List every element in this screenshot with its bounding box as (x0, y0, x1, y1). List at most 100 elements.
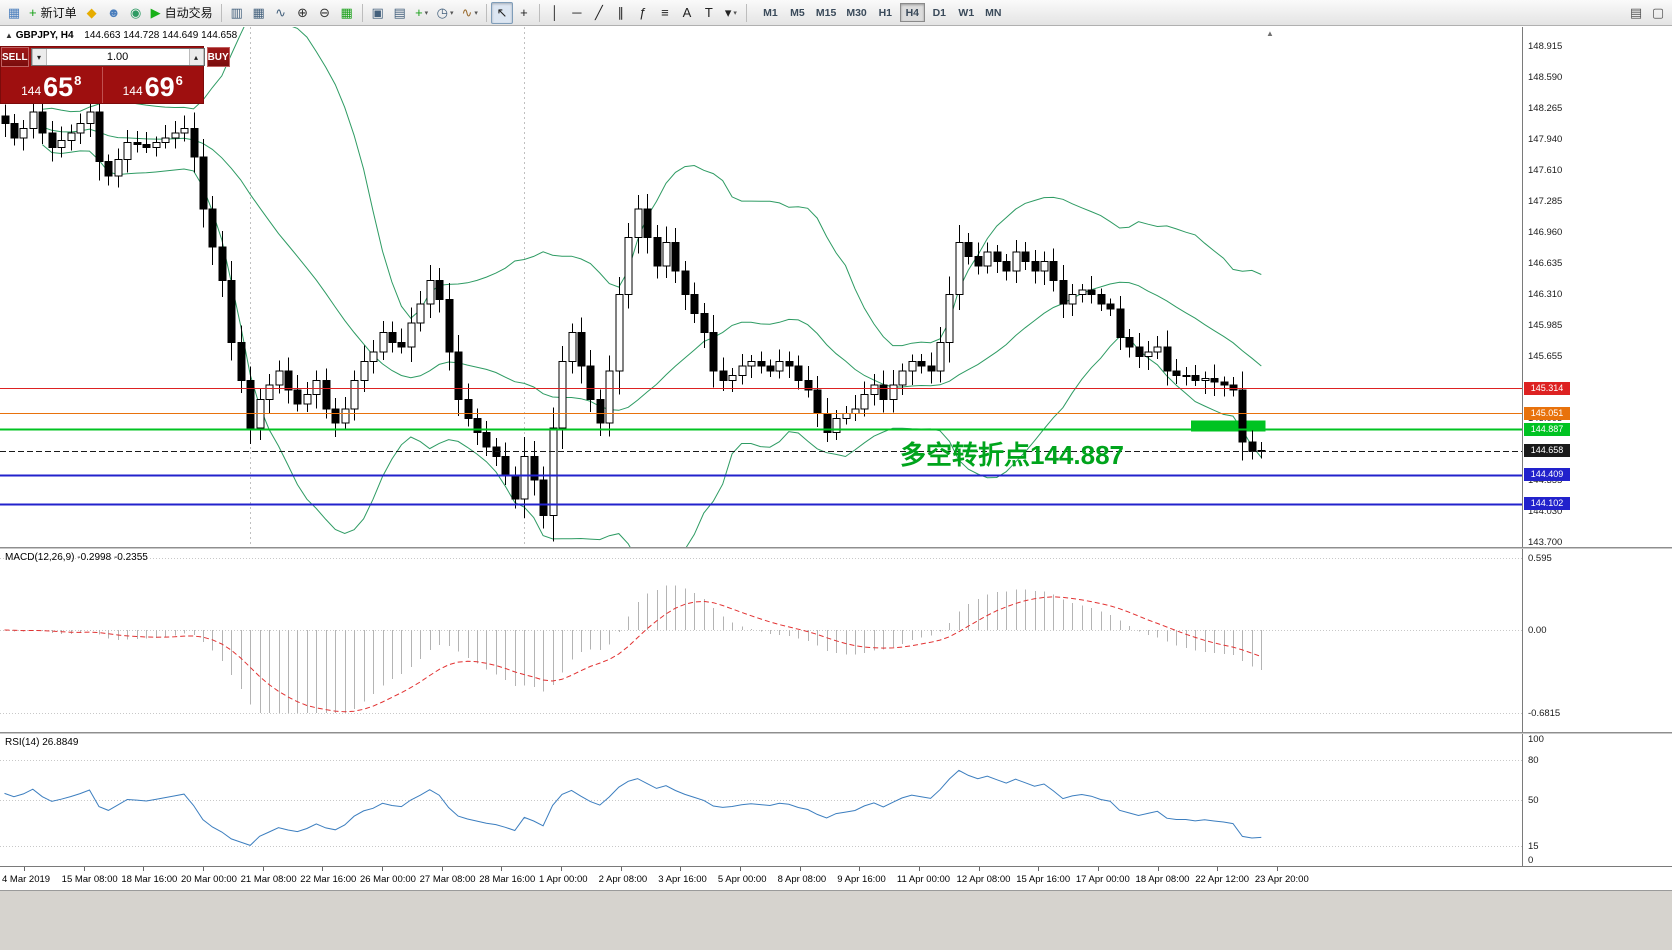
chart-title: ▲ GBPJPY, H4 144.663 144.728 144.649 144… (5, 30, 237, 41)
zoom-out-button[interactable]: ⊖ (314, 2, 336, 24)
zoom-in-icon: ⊕ (297, 5, 309, 20)
time-axis-tick (1038, 867, 1040, 871)
price-chart-canvas[interactable] (0, 27, 1523, 547)
buy-button[interactable]: BUY (206, 47, 230, 67)
label-button[interactable]: T (698, 2, 720, 24)
auto-scroll-button[interactable]: ▣ (367, 2, 389, 24)
auto-trading-button[interactable]: ▶ 自动交易 (147, 2, 217, 24)
volume-decrease-button[interactable]: ▾ (31, 49, 47, 65)
bid-price[interactable]: 144 65 8 (1, 67, 102, 103)
price-axis-label: 148.915 (1528, 41, 1563, 53)
time-axis-tick (799, 867, 801, 871)
vertical-line-button[interactable]: │ (544, 2, 566, 24)
rsi-surface[interactable]: RSI(14) 26.8849 (0, 734, 1523, 866)
channel-button[interactable]: ∥ (610, 2, 632, 24)
time-axis-label: 17 Apr 00:00 (1075, 874, 1130, 885)
trendline-icon: ╱ (594, 5, 603, 20)
price-axis-label: 145.985 (1528, 319, 1563, 331)
volume-control: ▾ ▴ (30, 48, 205, 66)
trendline-button[interactable]: ╱ (588, 2, 610, 24)
timeframe-h4[interactable]: H4 (899, 3, 925, 22)
macd-canvas[interactable] (0, 549, 1523, 732)
macd-surface[interactable]: MACD(12,26,9) -0.2998 -0.2355 (0, 549, 1523, 732)
time-axis-label: 15 Apr 16:00 (1016, 874, 1071, 885)
tile-windows-icon: ▦ (340, 5, 353, 20)
time-axis-tick (381, 867, 383, 871)
templates-button[interactable]: ∿ ▾ (457, 2, 481, 24)
timeframe-m15[interactable]: M15 (815, 6, 837, 19)
rsi-canvas[interactable] (0, 734, 1523, 866)
price-level-tag: 144.887 (1524, 422, 1570, 436)
time-axis-tick (1157, 867, 1159, 871)
candlestick-button[interactable]: ▦ (248, 2, 270, 24)
time-axis-label: 12 Apr 08:00 (956, 874, 1011, 885)
print-button[interactable]: ▤ (1625, 2, 1647, 24)
annotation-text[interactable]: 多空转折点144.887 (900, 440, 1124, 470)
ask-price-prefix: 144 (122, 84, 143, 98)
macd-label: MACD(12,26,9) -0.2998 -0.2355 (5, 552, 148, 563)
time-axis-label: 9 Apr 16:00 (837, 874, 886, 885)
sell-button[interactable]: SELL (1, 47, 29, 67)
chart-shift-button[interactable]: ▤ (389, 2, 411, 24)
timeframe-w1[interactable]: W1 (958, 6, 975, 19)
time-axis[interactable]: 4 Mar 2019 15 Mar 08:00 18 Mar 16:00 20 Mar… (0, 866, 1672, 890)
timeframe-h1[interactable]: H1 (878, 6, 892, 19)
periods-button[interactable]: ◷ ▾ (433, 2, 458, 24)
panel-collapse-arrow-icon[interactable]: ▲ (1266, 29, 1274, 38)
horizontal-line-button[interactable]: ─ (566, 2, 588, 24)
arrow-objects-icon: ▾ (724, 5, 732, 20)
crosshair-button[interactable]: + (513, 2, 535, 24)
text-label-icon: T (704, 5, 713, 20)
volume-increase-button[interactable]: ▴ (188, 49, 204, 65)
price-axis[interactable]: 148.915 148.590 148.265 147.940 147.610 147.2… (1524, 27, 1671, 547)
rsi-label: RSI(14) 26.8849 (5, 737, 79, 748)
timeframe-mn[interactable]: MN (985, 6, 1002, 19)
macd-axis[interactable]: 0.595 0.00 -0.6815 (1524, 549, 1671, 732)
time-axis-label: 26 Mar 00:00 (359, 874, 416, 885)
ask-price[interactable]: 144 69 6 (101, 67, 204, 103)
time-axis-tick (560, 867, 562, 871)
toolbar-separator (538, 3, 540, 22)
price-chart-surface[interactable]: ▲ GBPJPY, H4 144.663 144.728 144.649 144… (0, 27, 1523, 547)
market-button[interactable]: ◉ (125, 2, 147, 24)
mql5-button[interactable]: ◆ (81, 2, 103, 24)
time-axis-label: 5 Apr 00:00 (717, 874, 767, 885)
time-axis-tick (620, 867, 622, 871)
rsi-axis[interactable]: 100 80 50 15 0 (1524, 734, 1671, 866)
time-axis-label: 18 Apr 08:00 (1135, 874, 1190, 885)
mql5-diamond-icon: ◆ (86, 5, 97, 20)
terminal-button[interactable]: ▦ (3, 2, 25, 24)
shapes-button[interactable]: ≡ (654, 2, 676, 24)
macd-axis-label: 0.00 (1528, 625, 1547, 636)
rsi-axis-label: 80 (1528, 755, 1539, 767)
time-axis-tick (262, 867, 264, 871)
panel-splitter[interactable] (0, 547, 1672, 549)
time-axis-label: 22 Apr 12:00 (1195, 874, 1250, 885)
timeframe-d1[interactable]: D1 (932, 6, 946, 19)
appearance-button[interactable]: ▢ (1647, 2, 1669, 24)
arrows-button[interactable]: ▾ ▾ (720, 2, 742, 24)
fibonacci-button[interactable]: ƒ (632, 2, 654, 24)
text-button[interactable]: A (676, 2, 698, 24)
timeframe-m5[interactable]: M5 (790, 6, 805, 19)
rsi-axis-label: 100 (1528, 734, 1544, 745)
profile-button[interactable]: ☻ (103, 2, 125, 24)
timeframe-group: M1 M5 M15 M30 H1 H4 D1 W1 MN (757, 3, 1007, 22)
line-chart-button[interactable]: ∿ (270, 2, 292, 24)
time-axis-label: 27 Mar 08:00 (419, 874, 476, 885)
time-axis-label: 21 Mar 08:00 (240, 874, 297, 885)
add-indicator-button[interactable]: + ▾ (411, 2, 433, 24)
rsi-axis-label: 15 (1528, 841, 1539, 853)
time-axis-tick (1276, 867, 1278, 871)
tile-windows-button[interactable]: ▦ (336, 2, 358, 24)
bar-chart-button[interactable]: ▥ (226, 2, 248, 24)
volume-input[interactable] (46, 49, 189, 65)
time-axis-tick (24, 867, 25, 871)
zoom-in-button[interactable]: ⊕ (292, 2, 314, 24)
timeframe-m1[interactable]: M1 (763, 6, 778, 19)
panel-splitter[interactable] (0, 732, 1672, 734)
rsi-axis-label: 50 (1528, 795, 1539, 806)
timeframe-m30[interactable]: M30 (846, 6, 867, 19)
cursor-button[interactable]: ↖ (490, 1, 513, 24)
new-order-button[interactable]: + 新订单 (25, 2, 81, 24)
